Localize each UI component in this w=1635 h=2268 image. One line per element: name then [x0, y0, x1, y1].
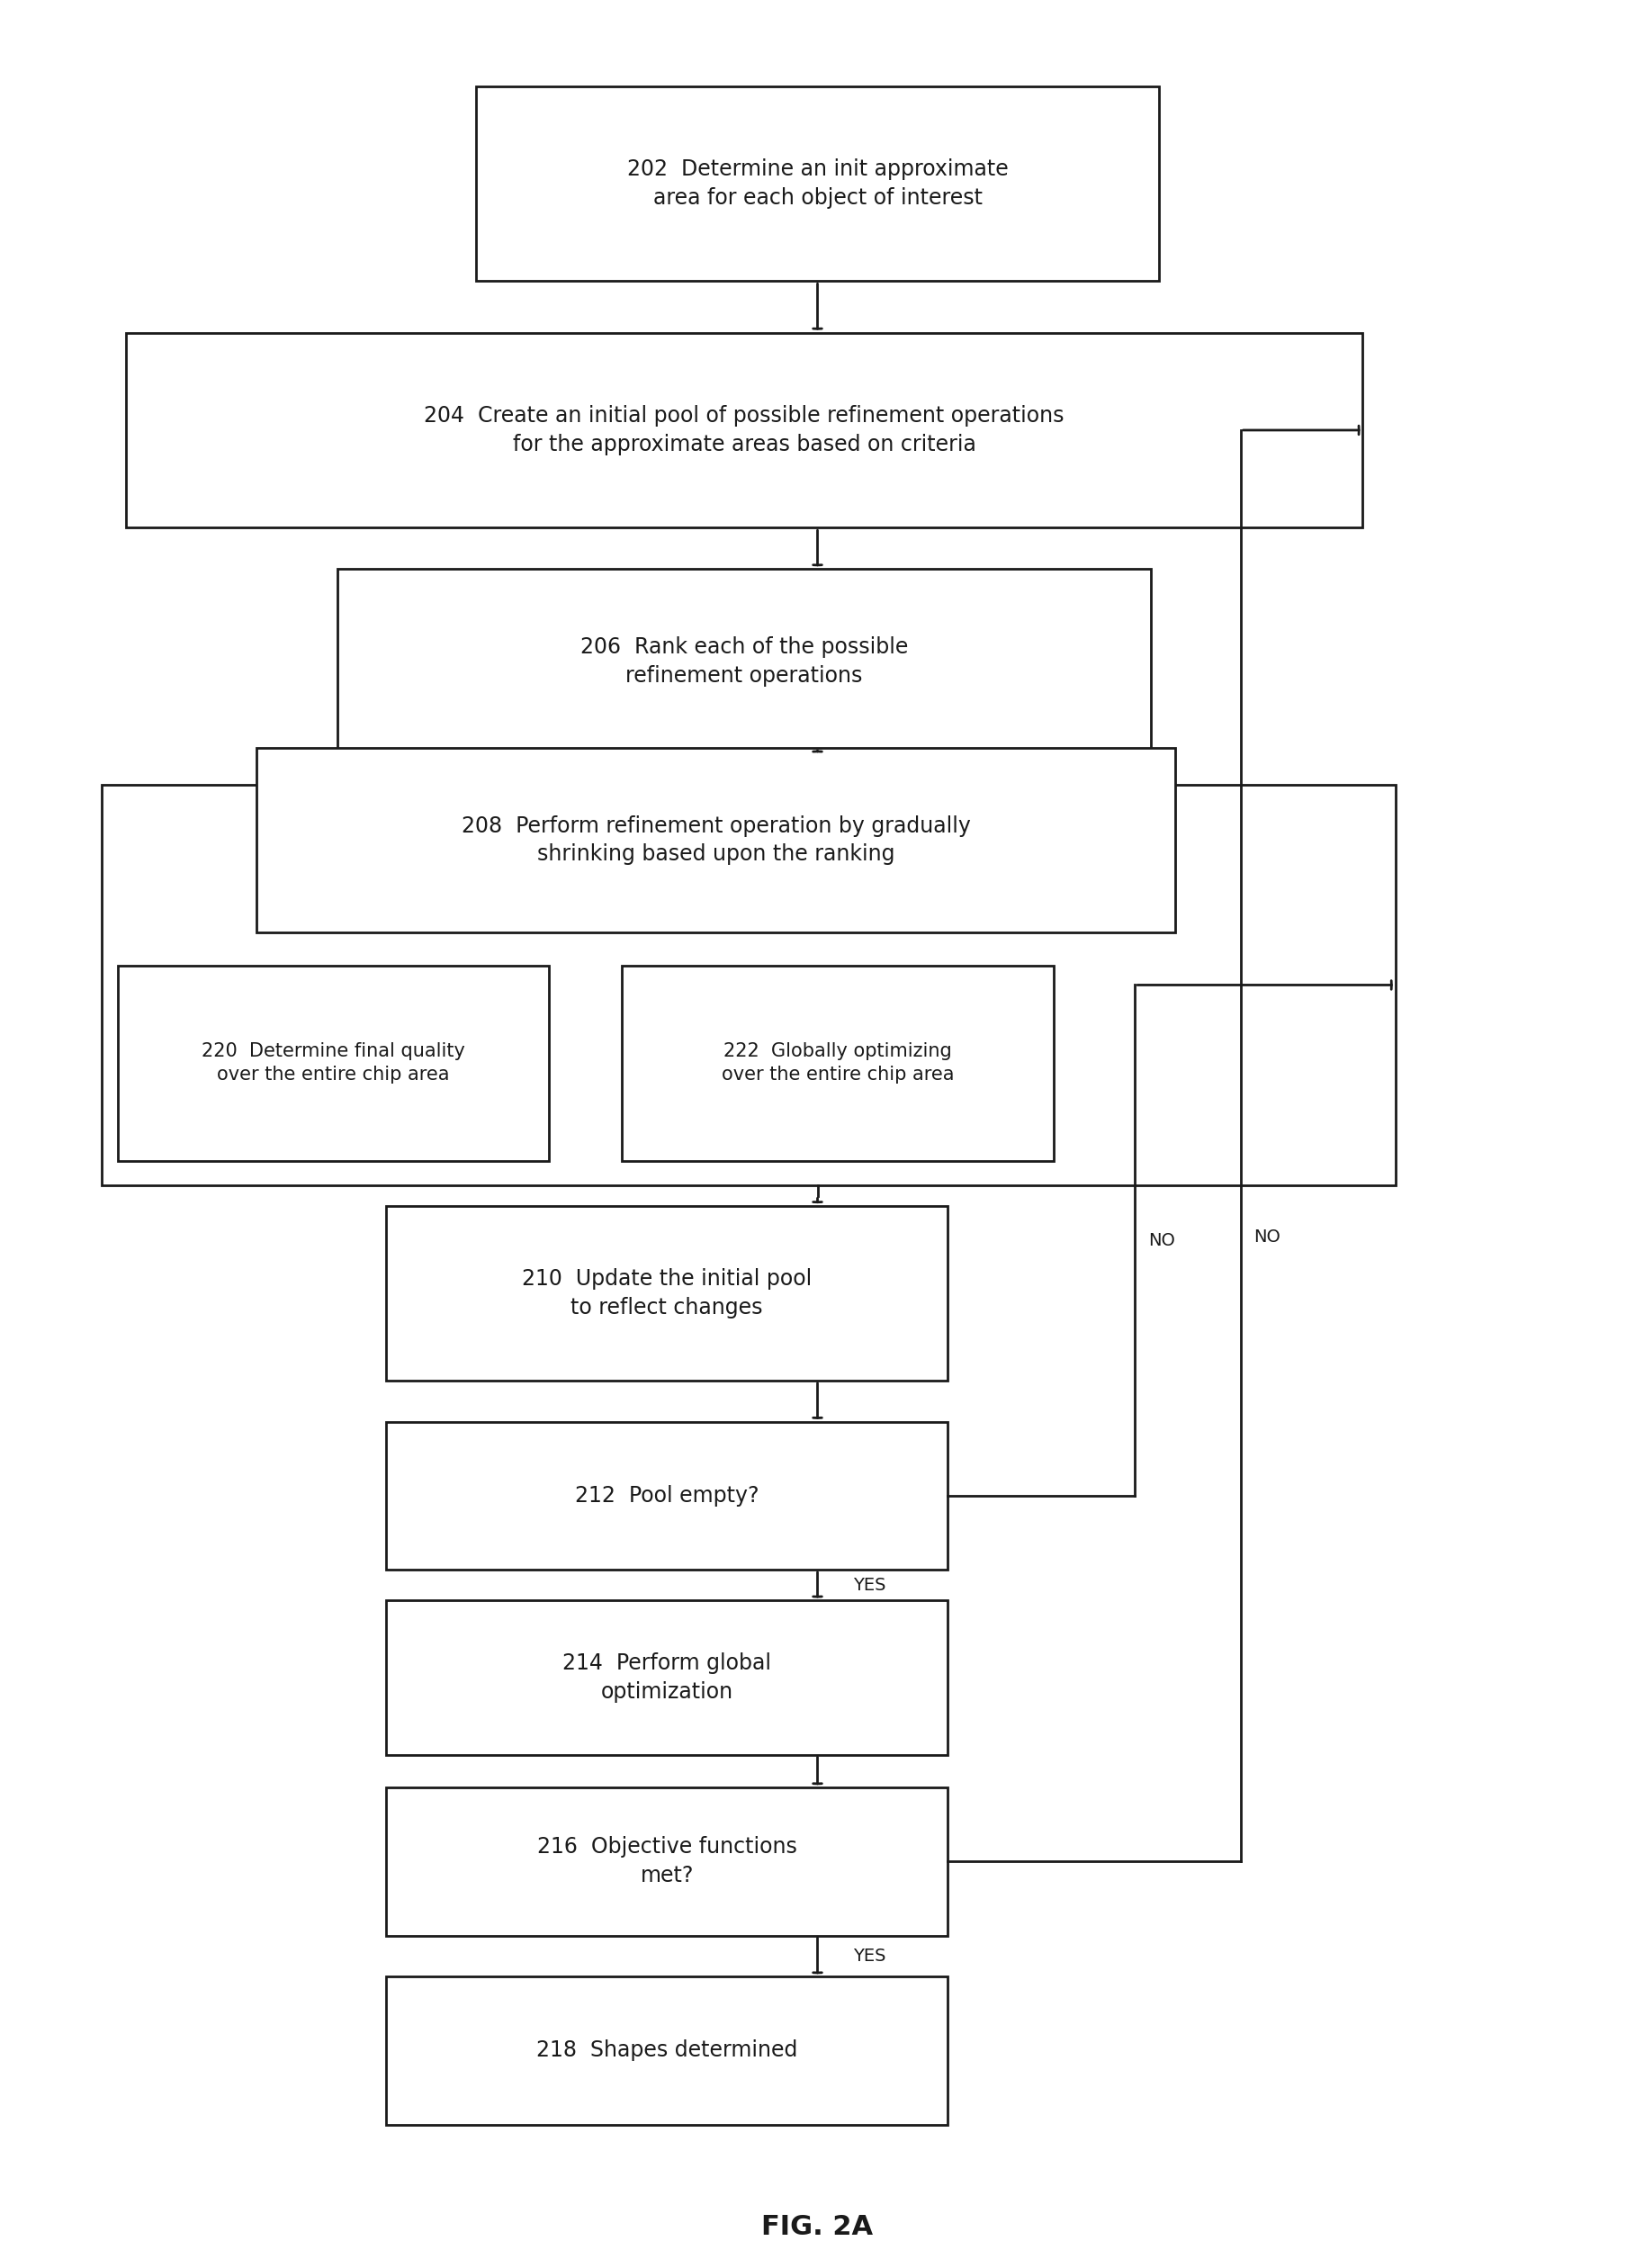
Text: 222  Globally optimizing
over the entire chip area: 222 Globally optimizing over the entire …: [721, 1043, 955, 1084]
FancyBboxPatch shape: [257, 748, 1176, 932]
Text: 204  Create an initial pool of possible refinement operations
for the approximat: 204 Create an initial pool of possible r…: [423, 406, 1064, 456]
FancyBboxPatch shape: [386, 1975, 948, 2125]
Text: 202  Determine an init approximate
area for each object of interest: 202 Determine an init approximate area f…: [626, 159, 1009, 209]
Text: 216  Objective functions
met?: 216 Objective functions met?: [536, 1837, 796, 1887]
Text: 214  Perform global
optimization: 214 Perform global optimization: [562, 1653, 772, 1703]
FancyBboxPatch shape: [118, 966, 549, 1161]
FancyBboxPatch shape: [126, 333, 1362, 528]
Text: NO: NO: [1254, 1229, 1280, 1245]
Text: YES: YES: [853, 1948, 886, 1964]
Text: YES: YES: [853, 1576, 886, 1594]
FancyBboxPatch shape: [101, 785, 1395, 1186]
FancyBboxPatch shape: [386, 1787, 948, 1935]
Text: 208  Perform refinement operation by gradually
shrinking based upon the ranking: 208 Perform refinement operation by grad…: [461, 814, 971, 864]
Text: 212  Pool empty?: 212 Pool empty?: [576, 1486, 759, 1506]
Text: 220  Determine final quality
over the entire chip area: 220 Determine final quality over the ent…: [201, 1043, 464, 1084]
FancyBboxPatch shape: [386, 1422, 948, 1569]
FancyBboxPatch shape: [476, 86, 1159, 281]
Text: NO: NO: [1148, 1232, 1176, 1250]
Text: FIG. 2A: FIG. 2A: [762, 2214, 873, 2241]
FancyBboxPatch shape: [386, 1207, 948, 1381]
Text: 218  Shapes determined: 218 Shapes determined: [536, 2039, 798, 2062]
Text: 210  Update the initial pool
to reflect changes: 210 Update the initial pool to reflect c…: [522, 1268, 813, 1318]
Text: 206  Rank each of the possible
refinement operations: 206 Rank each of the possible refinement…: [580, 637, 907, 687]
FancyBboxPatch shape: [623, 966, 1053, 1161]
FancyBboxPatch shape: [386, 1601, 948, 1755]
FancyBboxPatch shape: [337, 569, 1151, 753]
